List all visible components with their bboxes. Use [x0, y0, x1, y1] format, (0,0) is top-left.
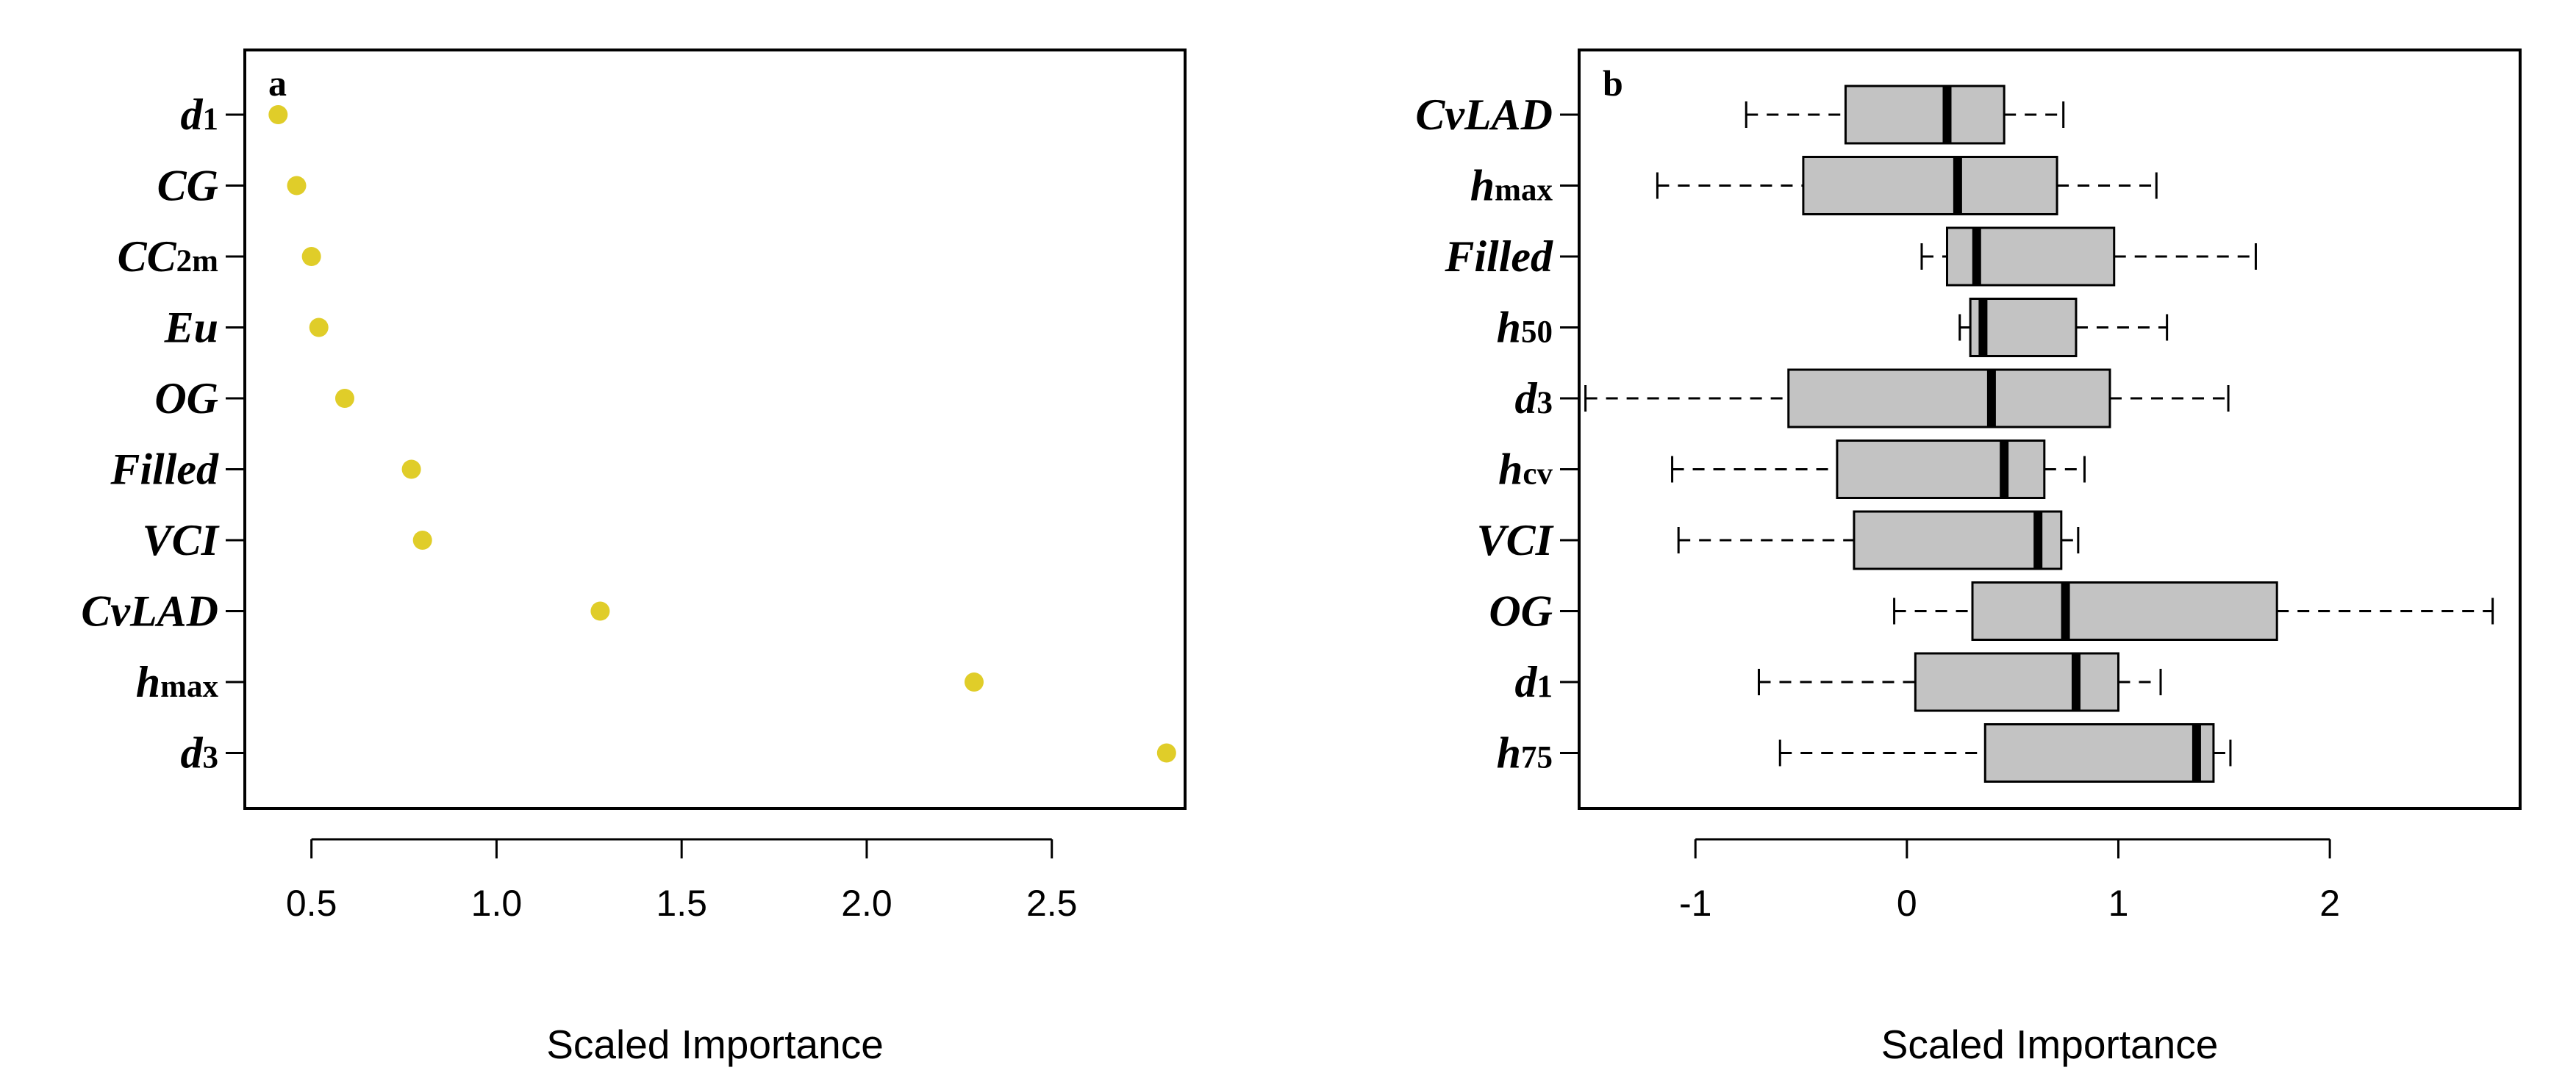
y-tick-label-text: d — [1515, 374, 1538, 423]
x-tick-label: 1.0 — [471, 883, 523, 924]
x-tick-label: 0.5 — [286, 883, 337, 924]
y-tick-label-text: h — [1498, 445, 1523, 494]
y-tick-label-subscript: 1 — [203, 102, 219, 137]
y-tick-label-text: h — [1497, 304, 1521, 352]
y-tick-label-text: CvLAD — [81, 587, 218, 636]
box-iqr — [1836, 440, 2046, 499]
panel-letter: b — [1603, 62, 1623, 104]
box-iqr — [1844, 85, 2006, 145]
y-tick-label-subscript: 3 — [203, 741, 219, 775]
y-tick-label: hcv — [1498, 445, 1553, 494]
x-tick-label: 1 — [2108, 883, 2129, 924]
box-iqr — [1787, 368, 2111, 428]
y-tick-label-text: h — [136, 658, 160, 706]
y-tick-label-text: OG — [154, 374, 218, 423]
box-iqr — [1802, 156, 2058, 215]
y-tick-label: h75 — [1497, 729, 1553, 778]
x-tick-label: -1 — [1679, 883, 1711, 924]
data-point — [334, 389, 354, 408]
y-tick-label: OG — [1489, 587, 1553, 636]
data-point — [1156, 743, 1176, 763]
y-tick-label-text: CvLAD — [1415, 90, 1553, 139]
y-tick-label: hmax — [1470, 162, 1553, 210]
panel-letter: a — [268, 62, 287, 104]
plot-frame — [1578, 49, 2522, 810]
y-tick-label: CC2m — [118, 232, 219, 281]
box-iqr — [1853, 510, 2063, 570]
data-point — [309, 318, 329, 337]
y-tick-label: d1 — [181, 90, 219, 139]
y-tick-label: CvLAD — [81, 587, 218, 636]
box-iqr — [1969, 298, 2078, 357]
y-tick-label-subscript: 50 — [1521, 315, 1553, 350]
y-tick-label-text: d — [1515, 658, 1538, 706]
data-point — [590, 601, 610, 621]
x-tick-label: 1.5 — [656, 883, 707, 924]
box-iqr — [1945, 226, 2116, 287]
data-point — [964, 672, 984, 692]
data-point — [412, 531, 432, 550]
box-iqr — [1983, 723, 2215, 783]
y-tick-label-text: CG — [157, 162, 218, 210]
box-iqr — [1914, 652, 2119, 712]
y-tick-label: VCI — [143, 516, 221, 564]
y-tick-label: CvLAD — [1415, 90, 1553, 139]
y-tick-label-text: VCI — [143, 516, 221, 564]
y-tick-label: Filled — [110, 445, 219, 494]
y-tick-label-text: d — [181, 90, 204, 139]
y-tick-label: OG — [154, 374, 218, 423]
y-tick-label-text: CC — [118, 232, 177, 281]
y-tick-label: d1 — [1515, 658, 1553, 706]
y-tick-label-subscript: 2m — [176, 244, 219, 279]
data-point — [268, 105, 288, 124]
y-tick-label-text: d — [181, 729, 204, 778]
y-tick-label-text: OG — [1489, 587, 1553, 636]
x-tick-label: 0 — [1897, 883, 1917, 924]
y-tick-label-text: h — [1497, 729, 1521, 778]
plot-frame — [243, 49, 1187, 810]
y-tick-label-subscript: 3 — [1537, 386, 1553, 420]
x-tick-label: 2.5 — [1026, 883, 1078, 924]
y-tick-label: hmax — [136, 658, 219, 706]
x-tick-label: 2 — [2319, 883, 2340, 924]
y-tick-label: Filled — [1444, 232, 1553, 281]
box-iqr — [1971, 581, 2278, 641]
y-tick-label: d3 — [181, 729, 219, 778]
y-tick-label-subscript: max — [160, 670, 218, 704]
y-tick-label-text: Filled — [1444, 232, 1553, 281]
y-tick-label-text: VCI — [1477, 516, 1555, 564]
x-axis-title: Scaled Importance — [546, 1022, 884, 1067]
y-tick-label-subscript: 1 — [1537, 670, 1553, 704]
y-tick-label-text: Eu — [164, 304, 218, 352]
y-tick-label: VCI — [1477, 516, 1555, 564]
y-tick-label-subscript: 75 — [1521, 741, 1553, 775]
y-tick-label-subscript: max — [1495, 173, 1553, 208]
y-tick-label: CG — [157, 162, 218, 210]
y-tick-label-text: Filled — [110, 445, 219, 494]
data-point — [401, 459, 421, 479]
y-tick-label-text: h — [1470, 162, 1495, 210]
y-tick-label: d3 — [1515, 374, 1553, 423]
y-tick-label: Eu — [164, 304, 218, 352]
data-point — [301, 247, 321, 266]
x-tick-label: 2.0 — [841, 883, 892, 924]
y-tick-label-subscript: cv — [1523, 457, 1553, 492]
y-tick-label: h50 — [1497, 304, 1553, 352]
data-point — [287, 176, 307, 195]
x-axis-title: Scaled Importance — [1881, 1022, 2219, 1067]
